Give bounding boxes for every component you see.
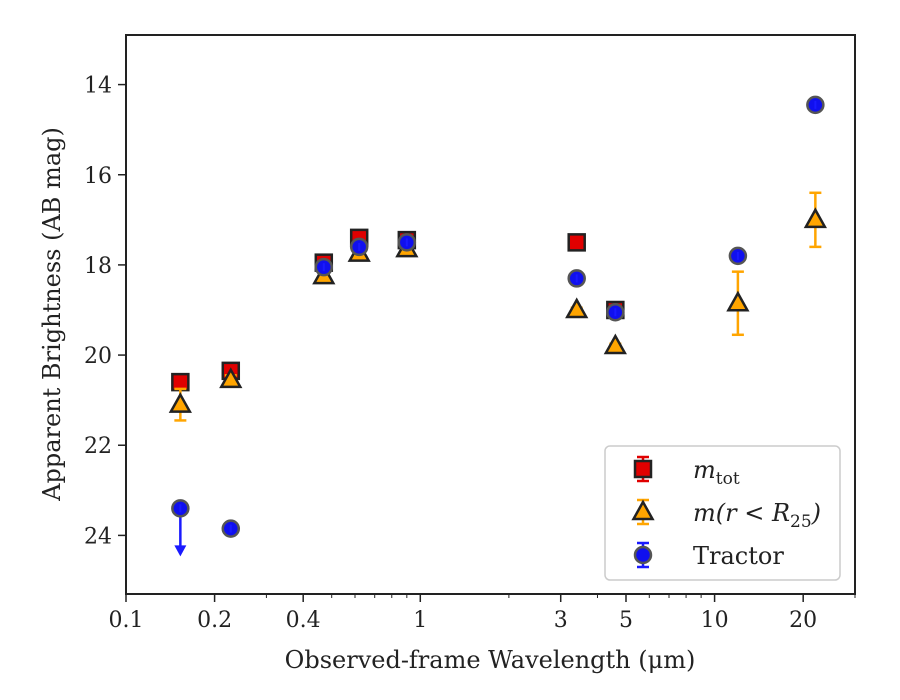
- series-2: [171, 95, 825, 557]
- y-tick-label: 20: [84, 344, 112, 369]
- data-marks: [168, 95, 827, 557]
- y-tick-label: 14: [84, 74, 112, 99]
- legend-label: Tractor: [693, 542, 784, 570]
- upper-limit-arrowhead: [174, 545, 187, 557]
- x-tick-label: 10: [701, 608, 729, 633]
- data-point: [726, 290, 750, 312]
- data-point: [803, 207, 827, 229]
- plot-frame: [125, 34, 856, 595]
- x-tick-label: 1: [413, 608, 427, 633]
- legend-label: mtot: [693, 456, 740, 489]
- legend-label-sub: 25: [790, 512, 812, 532]
- legend: mtot m(r < R25) Tractor: [604, 445, 841, 581]
- x-tick-label: 3: [554, 608, 568, 633]
- axis-ticks: 0.1 0.2 0.4 1 3 5 10 20 14 16 18 20 22 24: [84, 74, 856, 633]
- x-tick-label: 5: [619, 608, 633, 633]
- x-axis-label: Observed-frame Wavelength (μm): [285, 646, 696, 674]
- x-tick-label: 0.2: [197, 608, 232, 633]
- y-tick-label: 22: [84, 434, 112, 459]
- y-tick-label: 16: [84, 164, 112, 189]
- legend-label-rest: ): [811, 499, 821, 527]
- legend-label-main: m(r < R: [693, 499, 790, 527]
- y-tick-label: 24: [84, 524, 112, 549]
- data-point: [168, 392, 192, 413]
- x-tick-label: 0.1: [109, 608, 144, 633]
- y-tick-label: 18: [84, 254, 112, 279]
- legend-marker: [633, 545, 653, 565]
- x-tick-label: 20: [789, 608, 817, 633]
- legend-label-main: Tractor: [693, 542, 784, 570]
- legend-label-sub: tot: [716, 469, 740, 489]
- legend-label-main: m: [693, 456, 716, 484]
- legend-marker: [633, 459, 653, 479]
- data-point: [603, 333, 627, 355]
- data-point: [567, 233, 586, 252]
- series-1: [168, 191, 827, 422]
- legend-marker: [631, 499, 655, 521]
- y-axis-label: Apparent Brightness (AB mag): [38, 127, 66, 502]
- legend-label: m(r < R25): [693, 499, 821, 532]
- data-point: [219, 367, 243, 389]
- data-point: [565, 297, 589, 319]
- legend-box: [604, 445, 841, 581]
- x-tick-label: 0.4: [286, 608, 321, 633]
